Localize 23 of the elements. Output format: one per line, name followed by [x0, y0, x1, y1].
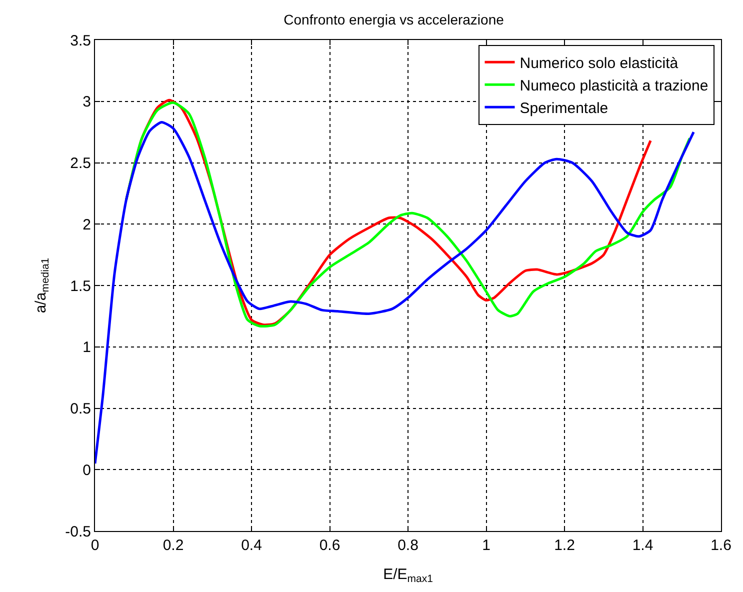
y-tick-label: 3: [82, 94, 91, 111]
legend-label: Sperimentale: [520, 100, 608, 118]
y-tick-label: 2.5: [70, 155, 91, 172]
y-tick-label: 1: [82, 339, 91, 356]
x-tick-label: 1.6: [710, 537, 732, 554]
y-tick-label: 1.5: [70, 278, 91, 295]
y-tick-label: 0.5: [70, 400, 91, 418]
line-series: [95, 120, 695, 465]
x-tick-label: 1.2: [554, 537, 575, 554]
x-axis-title: E/E$_{max1}$: [383, 566, 434, 586]
x-tick-label: 0.2: [162, 537, 184, 554]
x-tick-label: 0.4: [241, 537, 262, 554]
x-tick-label: 1: [482, 537, 490, 554]
y-tick-label: 3.5: [70, 32, 91, 50]
y-tick-label: -0.5: [65, 523, 91, 540]
legend-label: Numerico solo elasticità: [520, 55, 679, 72]
chart-title: Confronto energia vs accelerazione: [284, 12, 504, 28]
x-tick-label: 0.8: [398, 537, 418, 554]
legend-label: Numeco plasticità a trazione: [520, 78, 708, 95]
y-tick-label: 2: [82, 216, 91, 234]
y-tick-label: 0: [82, 462, 91, 479]
x-tick-label: 0.6: [319, 537, 340, 554]
x-tick-label: 1.4: [632, 537, 654, 554]
